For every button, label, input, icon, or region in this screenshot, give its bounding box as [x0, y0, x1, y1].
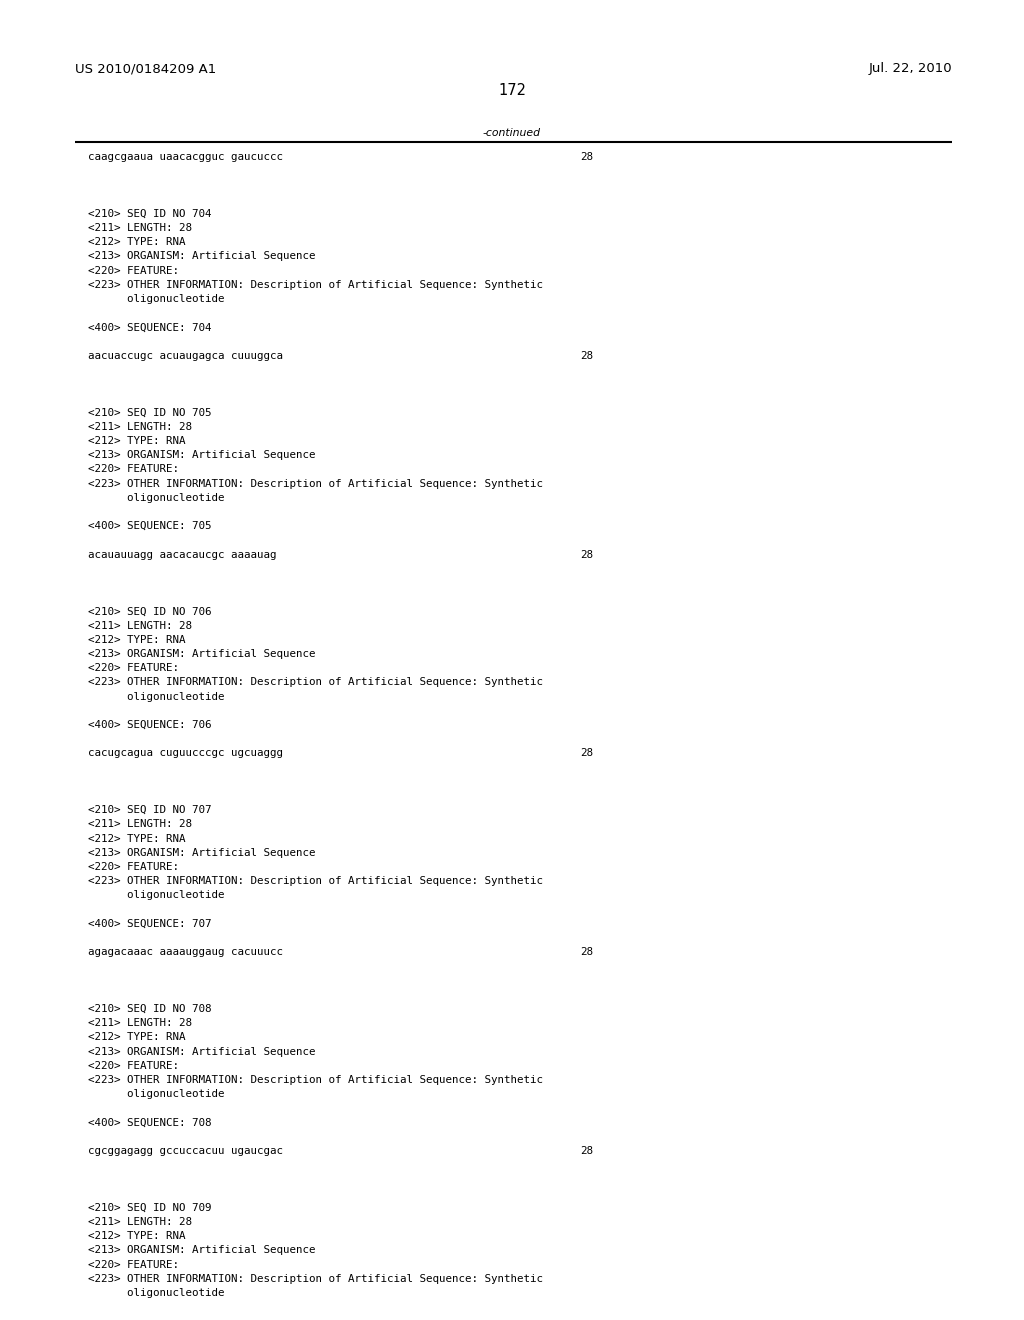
Text: 28: 28	[580, 351, 593, 360]
Text: <213> ORGANISM: Artificial Sequence: <213> ORGANISM: Artificial Sequence	[88, 450, 315, 461]
Text: oligonucleotide: oligonucleotide	[88, 891, 224, 900]
Text: 28: 28	[580, 1146, 593, 1156]
Text: <212> TYPE: RNA: <212> TYPE: RNA	[88, 1232, 185, 1241]
Text: caagcgaaua uaacacgguc gaucuccc: caagcgaaua uaacacgguc gaucuccc	[88, 152, 283, 162]
Text: <212> TYPE: RNA: <212> TYPE: RNA	[88, 1032, 185, 1043]
Text: cgcggagagg gccuccacuu ugaucgac: cgcggagagg gccuccacuu ugaucgac	[88, 1146, 283, 1156]
Text: <223> OTHER INFORMATION: Description of Artificial Sequence: Synthetic: <223> OTHER INFORMATION: Description of …	[88, 876, 543, 886]
Text: <400> SEQUENCE: 708: <400> SEQUENCE: 708	[88, 1118, 212, 1127]
Text: <220> FEATURE:: <220> FEATURE:	[88, 663, 179, 673]
Text: <211> LENGTH: 28: <211> LENGTH: 28	[88, 223, 193, 234]
Text: <211> LENGTH: 28: <211> LENGTH: 28	[88, 1018, 193, 1028]
Text: 172: 172	[498, 83, 526, 98]
Text: <210> SEQ ID NO 706: <210> SEQ ID NO 706	[88, 606, 212, 616]
Text: <223> OTHER INFORMATION: Description of Artificial Sequence: Synthetic: <223> OTHER INFORMATION: Description of …	[88, 677, 543, 688]
Text: <211> LENGTH: 28: <211> LENGTH: 28	[88, 620, 193, 631]
Text: oligonucleotide: oligonucleotide	[88, 692, 224, 702]
Text: <213> ORGANISM: Artificial Sequence: <213> ORGANISM: Artificial Sequence	[88, 251, 315, 261]
Text: oligonucleotide: oligonucleotide	[88, 1089, 224, 1100]
Text: agagacaaac aaaauggaug cacuuucc: agagacaaac aaaauggaug cacuuucc	[88, 948, 283, 957]
Text: <220> FEATURE:: <220> FEATURE:	[88, 1259, 179, 1270]
Text: 28: 28	[580, 748, 593, 759]
Text: oligonucleotide: oligonucleotide	[88, 1288, 224, 1298]
Text: <400> SEQUENCE: 705: <400> SEQUENCE: 705	[88, 521, 212, 531]
Text: <400> SEQUENCE: 706: <400> SEQUENCE: 706	[88, 719, 212, 730]
Text: <213> ORGANISM: Artificial Sequence: <213> ORGANISM: Artificial Sequence	[88, 1047, 315, 1056]
Text: <210> SEQ ID NO 707: <210> SEQ ID NO 707	[88, 805, 212, 816]
Text: <212> TYPE: RNA: <212> TYPE: RNA	[88, 834, 185, 843]
Text: <220> FEATURE:: <220> FEATURE:	[88, 265, 179, 276]
Text: 28: 28	[580, 948, 593, 957]
Text: <213> ORGANISM: Artificial Sequence: <213> ORGANISM: Artificial Sequence	[88, 847, 315, 858]
Text: <223> OTHER INFORMATION: Description of Artificial Sequence: Synthetic: <223> OTHER INFORMATION: Description of …	[88, 479, 543, 488]
Text: <400> SEQUENCE: 704: <400> SEQUENCE: 704	[88, 322, 212, 333]
Text: aacuaccugc acuaugagca cuuuggca: aacuaccugc acuaugagca cuuuggca	[88, 351, 283, 360]
Text: US 2010/0184209 A1: US 2010/0184209 A1	[75, 62, 216, 75]
Text: acauauuagg aacacaucgc aaaauag: acauauuagg aacacaucgc aaaauag	[88, 549, 276, 560]
Text: 28: 28	[580, 549, 593, 560]
Text: <220> FEATURE:: <220> FEATURE:	[88, 862, 179, 873]
Text: <210> SEQ ID NO 705: <210> SEQ ID NO 705	[88, 408, 212, 417]
Text: <220> FEATURE:: <220> FEATURE:	[88, 465, 179, 474]
Text: Jul. 22, 2010: Jul. 22, 2010	[868, 62, 952, 75]
Text: <212> TYPE: RNA: <212> TYPE: RNA	[88, 436, 185, 446]
Text: <210> SEQ ID NO 708: <210> SEQ ID NO 708	[88, 1005, 212, 1014]
Text: <400> SEQUENCE: 707: <400> SEQUENCE: 707	[88, 919, 212, 929]
Text: 28: 28	[580, 152, 593, 162]
Text: <212> TYPE: RNA: <212> TYPE: RNA	[88, 238, 185, 247]
Text: <223> OTHER INFORMATION: Description of Artificial Sequence: Synthetic: <223> OTHER INFORMATION: Description of …	[88, 280, 543, 290]
Text: <211> LENGTH: 28: <211> LENGTH: 28	[88, 1217, 193, 1228]
Text: <210> SEQ ID NO 704: <210> SEQ ID NO 704	[88, 209, 212, 219]
Text: -continued: -continued	[483, 128, 541, 139]
Text: oligonucleotide: oligonucleotide	[88, 294, 224, 304]
Text: <213> ORGANISM: Artificial Sequence: <213> ORGANISM: Artificial Sequence	[88, 1245, 315, 1255]
Text: <211> LENGTH: 28: <211> LENGTH: 28	[88, 422, 193, 432]
Text: <223> OTHER INFORMATION: Description of Artificial Sequence: Synthetic: <223> OTHER INFORMATION: Description of …	[88, 1074, 543, 1085]
Text: <213> ORGANISM: Artificial Sequence: <213> ORGANISM: Artificial Sequence	[88, 649, 315, 659]
Text: <212> TYPE: RNA: <212> TYPE: RNA	[88, 635, 185, 644]
Text: <223> OTHER INFORMATION: Description of Artificial Sequence: Synthetic: <223> OTHER INFORMATION: Description of …	[88, 1274, 543, 1284]
Text: <211> LENGTH: 28: <211> LENGTH: 28	[88, 820, 193, 829]
Text: cacugcagua cuguucccgc ugcuaggg: cacugcagua cuguucccgc ugcuaggg	[88, 748, 283, 759]
Text: oligonucleotide: oligonucleotide	[88, 492, 224, 503]
Text: <220> FEATURE:: <220> FEATURE:	[88, 1061, 179, 1071]
Text: <210> SEQ ID NO 709: <210> SEQ ID NO 709	[88, 1203, 212, 1213]
